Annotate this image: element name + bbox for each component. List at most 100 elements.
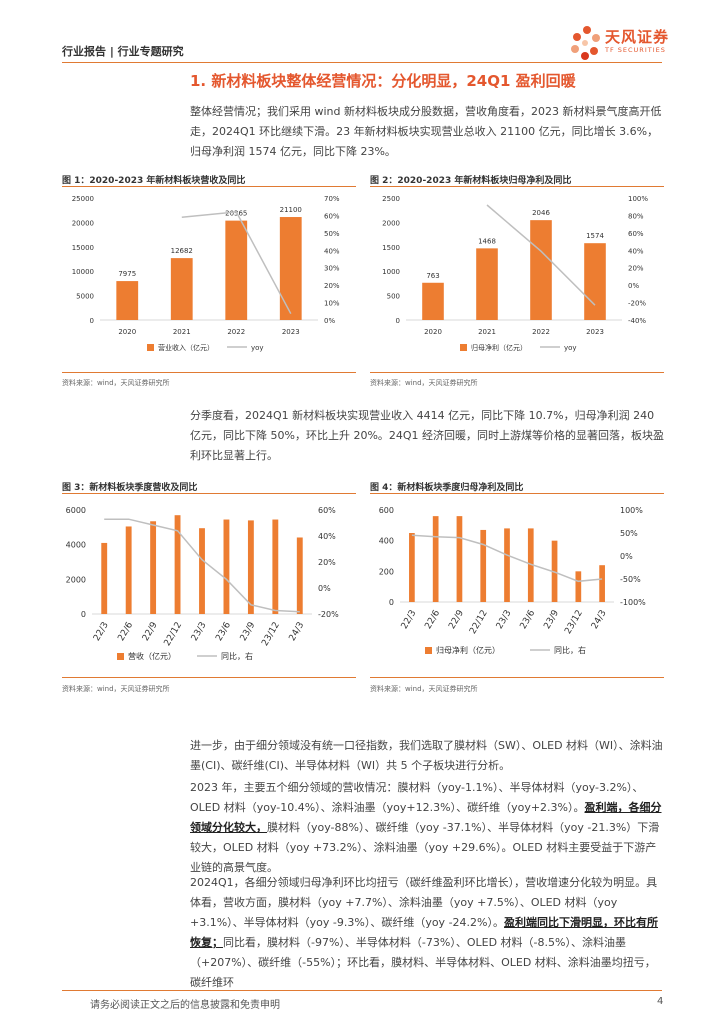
y-tick-label: 400 — [379, 537, 394, 546]
figure-1-bottom-rule — [62, 372, 356, 373]
x-tick-label: 22/3 — [400, 609, 419, 632]
bar — [599, 565, 605, 602]
line-series — [486, 204, 596, 306]
x-tick-label: 23/3 — [495, 609, 514, 632]
bar — [125, 526, 132, 614]
figure-3-title: 图 3：新材料板块季度营收及同比 — [62, 483, 198, 493]
logo-subtext: TF SECURITIES — [605, 46, 666, 54]
y2-tick-label: 20% — [628, 265, 644, 273]
x-tick-label: 22/12 — [163, 621, 185, 648]
bar — [432, 516, 439, 602]
figure-4-bottom-rule — [370, 677, 664, 678]
x-tick-label: 2023 — [282, 328, 300, 336]
bar — [409, 533, 415, 602]
x-tick-label: 2020 — [424, 328, 442, 336]
x-tick-label: 24/3 — [288, 621, 307, 644]
y-tick-label: 0 — [396, 317, 400, 325]
bar — [476, 248, 498, 320]
footer-divider — [62, 990, 662, 991]
x-tick-label: 22/9 — [141, 620, 160, 643]
bar — [170, 258, 193, 320]
legend-label: 同比，右 — [554, 645, 586, 655]
legend-swatch-bar — [460, 344, 467, 351]
x-tick-label: 23/9 — [239, 620, 258, 643]
y-tick-label: 25000 — [72, 195, 94, 203]
x-tick-label: 2021 — [173, 328, 191, 336]
y2-tick-label: 0% — [318, 584, 331, 593]
paragraph-4-text: 2023 年，主要五个细分领域的营收情况：膜材料（yoy-1.1%）、半导体材料… — [190, 781, 644, 814]
x-tick-label: 22/6 — [116, 620, 135, 643]
legend-swatch-bar — [425, 647, 432, 654]
bar — [527, 528, 534, 602]
legend-swatch-bar — [117, 653, 124, 660]
bar — [225, 220, 248, 320]
y2-tick-label: 10% — [324, 300, 340, 308]
paragraph-4: 2023 年，主要五个细分领域的营收情况：膜材料（yoy-1.1%）、半导体材料… — [190, 778, 665, 878]
x-tick-label: 24/3 — [590, 609, 609, 632]
figure-3-source: 资料来源：wind，天风证券研究所 — [62, 685, 170, 693]
legend-label: 归母净利（亿元） — [471, 343, 527, 352]
data-label: 763 — [426, 272, 439, 280]
y2-tick-label: 60% — [324, 212, 340, 220]
legend-label: 营收（亿元） — [128, 651, 176, 661]
y2-tick-label: 40% — [628, 247, 644, 255]
data-label: 12682 — [171, 247, 193, 255]
bar — [422, 282, 444, 320]
page-number: 4 — [657, 996, 664, 1007]
figure-1-top-rule — [62, 186, 356, 187]
paragraph-5-emphasis: 盈利端同比下滑明显，环比有所恢复； — [190, 916, 658, 949]
x-tick-label: 22/12 — [468, 609, 490, 636]
figure-4-chart: 600 400 200 0 100% 50% 0% -50% -100% 22/3 22/6 22/9… — [379, 506, 646, 655]
bar — [575, 571, 582, 602]
y-tick-label: 2000 — [382, 219, 400, 227]
figure-2-top-rule — [370, 186, 664, 187]
y-tick-label: 1500 — [382, 244, 400, 252]
y2-tick-label: 60% — [318, 506, 336, 515]
bar — [279, 217, 302, 320]
y-tick-label: 15000 — [72, 244, 94, 252]
x-tick-label: 2023 — [586, 328, 604, 336]
y2-tick-label: 20% — [318, 558, 336, 567]
y-tick-label: 2000 — [66, 575, 86, 584]
figure-4-title: 图 4：新材料板块季度归母净利及同比 — [370, 483, 524, 493]
bar — [456, 516, 463, 602]
paragraph-5-text-cont: 同比看，膜材料（-97%）、半导体材料（-73%）、OLED 材料（-8.5%）… — [190, 936, 656, 989]
y2-tick-label: 50% — [324, 230, 340, 238]
bar — [480, 529, 487, 602]
figure-2-source: 资料来源：wind，天风证券研究所 — [370, 379, 478, 387]
figure-1-chart: 25000 20000 15000 10000 5000 0 70% 60% 50% 40% 30%… — [72, 195, 340, 352]
y2-tick-label: 40% — [318, 532, 336, 541]
bar — [272, 519, 279, 614]
y2-tick-label: -100% — [620, 598, 646, 607]
data-label: 1468 — [478, 237, 496, 245]
bar — [504, 528, 510, 602]
paragraph-1: 整体经营情况；我们采用 wind 新材料板块成分股数据，营收角度看，2023 新… — [190, 105, 662, 158]
figure-3-bottom-rule — [62, 677, 356, 678]
y-tick-label: 1000 — [382, 268, 400, 276]
line-series — [104, 518, 300, 613]
y2-tick-label: -20% — [318, 610, 339, 619]
bar — [199, 528, 205, 614]
y2-tick-label: 0% — [628, 282, 639, 290]
y2-tick-label: 0% — [620, 552, 633, 561]
y-tick-label: 20000 — [72, 219, 94, 227]
y-tick-label: 4000 — [66, 541, 86, 550]
paragraph-4-emphasis: 盈利端，各细分领域分化较大， — [190, 801, 662, 834]
paragraph-5: 2024Q1，各细分领域归母净利环比均扭亏（碳纤维盈利环比增长），营收增速分化较… — [190, 873, 665, 993]
data-label: 7975 — [118, 270, 136, 278]
bar — [174, 515, 181, 614]
y2-tick-label: 100% — [620, 506, 643, 515]
y-tick-label: 600 — [379, 506, 394, 515]
bar — [101, 542, 108, 614]
x-tick-label: 2020 — [118, 328, 136, 336]
figure-4-top-rule — [370, 493, 664, 494]
bar — [247, 520, 254, 614]
x-tick-label: 22/3 — [92, 621, 111, 644]
y-tick-label: 5000 — [76, 293, 94, 301]
y-tick-label: 0 — [90, 317, 94, 325]
bar — [116, 281, 139, 320]
y2-tick-label: 80% — [628, 212, 644, 220]
legend-label: yoy — [251, 344, 264, 352]
figure-4-source: 资料来源：wind，天风证券研究所 — [370, 685, 478, 693]
x-tick-label: 23/6 — [214, 620, 233, 643]
